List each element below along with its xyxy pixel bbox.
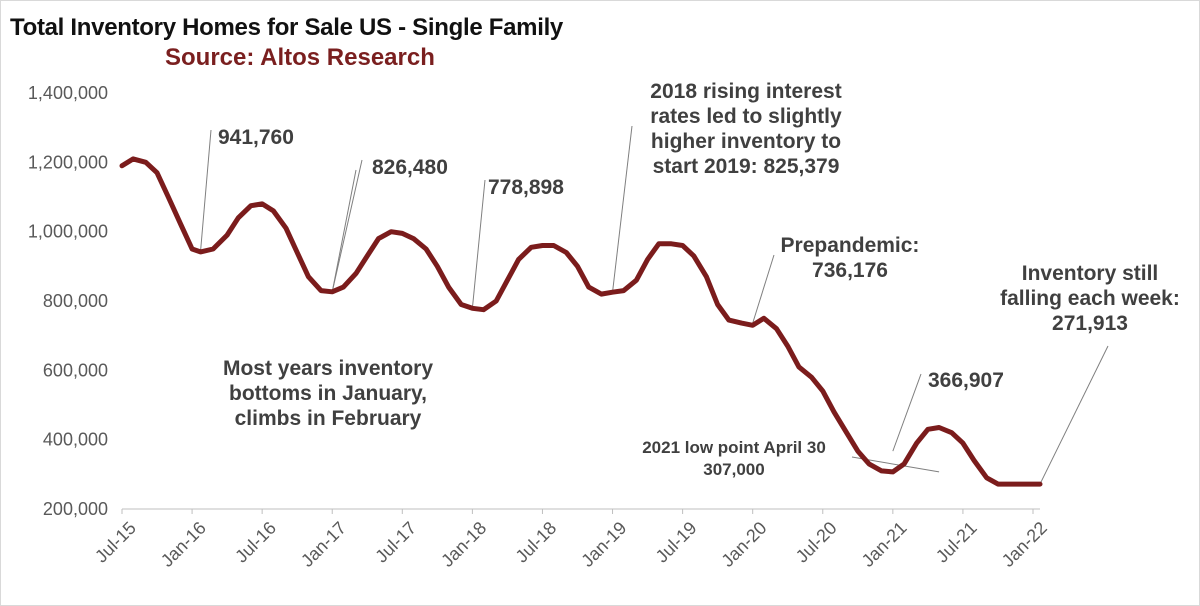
x-tick-label: Jan-22 <box>998 518 1051 571</box>
annotation-line: climbs in February <box>235 407 422 430</box>
y-axis: 1,400,000 1,200,000 1,000,000 800,000 600,00… <box>28 83 108 519</box>
annotation-january-bottoms: Most years inventory bottoms in January, c… <box>223 357 433 430</box>
annotation-941760: 941,760 <box>218 126 294 149</box>
x-tick-label: Jul-19 <box>652 518 701 567</box>
annotation-leader-line <box>1039 345 1109 485</box>
annotation-line: start 2019: 825,379 <box>653 155 840 178</box>
annotation-still-falling: Inventory still falling each week: 271,913 <box>1000 262 1180 335</box>
x-tick-label: Jul-17 <box>371 518 420 567</box>
x-tick-label: Jan-18 <box>437 518 490 571</box>
chart-subtitle: Source: Altos Research <box>165 44 435 71</box>
x-tick-label: Jan-17 <box>297 518 350 571</box>
y-tick-label: 800,000 <box>43 291 108 311</box>
y-tick-label: 1,000,000 <box>28 222 108 242</box>
x-tick-label: Jul-15 <box>91 518 140 567</box>
x-tick-label: Jul-16 <box>231 518 280 567</box>
inventory-series-line <box>119 156 1043 487</box>
annotation-778898: 778,898 <box>488 176 564 199</box>
annotation-line: 2018 rising interest <box>650 80 841 103</box>
annotation-leader-line <box>331 169 357 292</box>
x-tick-label: Jul-18 <box>512 518 561 567</box>
annotation-2019-rates: 2018 rising interest rates led to slightl… <box>650 80 842 178</box>
annotation-leader-line <box>752 254 775 324</box>
annotation-line: bottoms in January, <box>229 382 427 405</box>
annotation-line: 2021 low point April 30 <box>642 438 826 457</box>
annotation-line: Prepandemic: <box>781 234 920 257</box>
annotation-prepandemic: Prepandemic: 736,176 <box>781 234 920 282</box>
annotation-2021-low: 2021 low point April 30 307,000 <box>642 438 826 479</box>
x-tick-label: Jan-19 <box>577 518 630 571</box>
annotation-826480: 826,480 <box>372 156 448 179</box>
x-tick-label: Jul-21 <box>932 518 981 567</box>
annotation-layer: 941,760 826,480 778,898 2018 rising interes… <box>218 80 1180 479</box>
chart-title: Total Inventory Homes for Sale US - Sing… <box>10 14 563 41</box>
y-tick-label: 1,200,000 <box>28 152 108 172</box>
annotation-leaders <box>199 125 1109 485</box>
annotation-leader-line <box>612 125 633 293</box>
annotation-line: 778,898 <box>488 176 564 199</box>
annotation-line: higher inventory to <box>651 130 841 153</box>
series-layer <box>119 156 1043 487</box>
annotation-leader-line <box>471 179 486 309</box>
annotation-line: 941,760 <box>218 126 294 149</box>
y-tick-label: 1,400,000 <box>28 83 108 103</box>
y-tick-label: 600,000 <box>43 360 108 380</box>
annotation-line: Most years inventory <box>223 357 433 380</box>
annotation-line: rates led to slightly <box>650 105 842 128</box>
y-tick-label: 200,000 <box>43 499 108 519</box>
annotation-366907: 366,907 <box>928 369 1004 392</box>
annotation-line: 366,907 <box>928 369 1004 392</box>
annotation-leader-line <box>199 129 212 252</box>
x-tick-label: Jul-20 <box>792 518 841 567</box>
annotation-line: falling each week: <box>1000 287 1180 310</box>
x-tick-label: Jan-20 <box>717 518 770 571</box>
x-tick-label: Jan-21 <box>858 518 911 571</box>
annotation-line: 826,480 <box>372 156 448 179</box>
y-tick-label: 400,000 <box>43 430 108 450</box>
x-axis: Jul-15 Jan-16 Jul-16 Jan-17 Jul-17 Jan-18 Jul-… <box>91 508 1051 571</box>
x-tick-label: Jan-16 <box>157 518 210 571</box>
annotation-line: 271,913 <box>1052 312 1128 335</box>
annotation-line: 307,000 <box>703 460 764 479</box>
annotation-line: Inventory still <box>1022 262 1159 285</box>
annotation-leader-line <box>331 159 363 292</box>
annotation-line: 736,176 <box>812 259 888 282</box>
annotation-leader-line <box>892 373 922 452</box>
